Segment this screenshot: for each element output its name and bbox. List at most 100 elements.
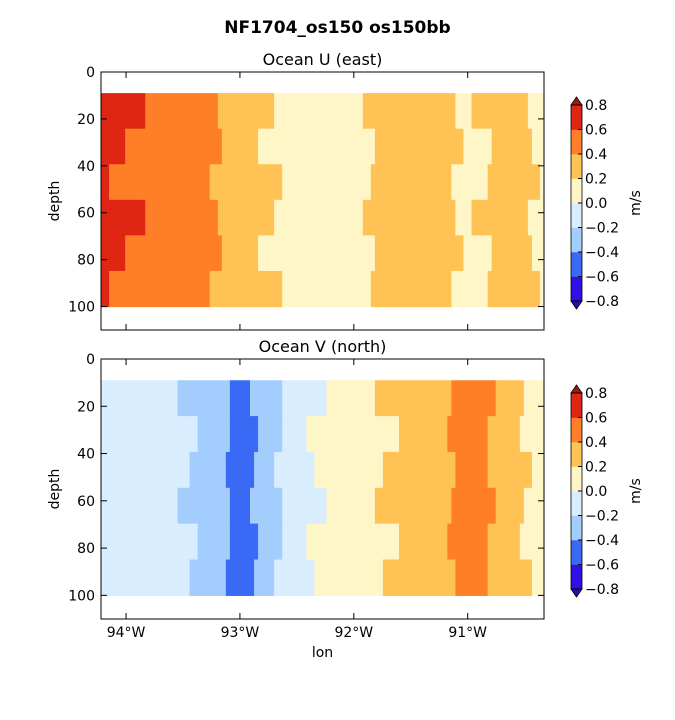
contour-cell — [443, 416, 448, 453]
y-tick-label: 60 — [77, 494, 95, 510]
contour-cell — [483, 128, 489, 165]
contour-cell — [169, 235, 175, 272]
contour-cell — [382, 487, 388, 525]
contour-cell — [503, 235, 509, 272]
contour-cell — [217, 199, 223, 236]
contour-cell — [282, 270, 287, 308]
contour-cell — [491, 270, 497, 308]
contour-cell — [479, 93, 485, 130]
contour-cell — [250, 199, 255, 236]
contour-cell — [499, 451, 505, 489]
contour-cell — [435, 164, 440, 201]
contour-cell — [141, 380, 146, 417]
contour-cell — [157, 487, 163, 525]
contour-cell — [181, 235, 187, 272]
contour-cell — [507, 235, 513, 272]
contour-cell — [362, 451, 368, 489]
contour-cell — [266, 93, 271, 130]
y-tick-label: 60 — [77, 206, 95, 222]
contour-cell — [527, 93, 533, 130]
contour-cell — [362, 128, 368, 165]
contour-cell — [439, 380, 444, 417]
colorbar-tick-label: 0.8 — [585, 386, 607, 402]
contour-cell — [374, 451, 380, 489]
contour-cell — [411, 128, 416, 165]
contour-cell — [270, 164, 275, 201]
contour-cell — [302, 523, 307, 561]
contour-cell — [245, 199, 251, 236]
contour-cell — [217, 523, 223, 561]
contour-cell — [153, 559, 158, 596]
contour-cell — [298, 451, 303, 489]
plot-frame-2 — [100, 358, 545, 620]
contour-cell — [475, 270, 481, 308]
contour-cell — [133, 487, 138, 525]
contour-cell — [531, 270, 537, 308]
contour-cell — [121, 235, 126, 272]
contour-cell — [539, 416, 545, 453]
contour-cell — [185, 416, 191, 453]
contour-cell — [475, 487, 481, 525]
contour-cell — [467, 199, 473, 236]
contour-cell — [334, 270, 340, 308]
contour-cell — [109, 128, 114, 165]
contour-cell — [394, 416, 400, 453]
contour-cell — [113, 451, 118, 489]
contour-cell — [314, 416, 320, 453]
contour-cell — [447, 93, 452, 130]
contour-cell — [314, 199, 320, 236]
contour-cell — [495, 128, 501, 165]
contour-cell — [181, 380, 187, 417]
contour-cell — [141, 93, 146, 130]
contour-cell — [338, 523, 344, 561]
contour-cell — [302, 93, 307, 130]
contour-cell — [241, 487, 247, 525]
contour-cell — [358, 451, 364, 489]
contour-cell — [298, 199, 303, 236]
contour-cell — [374, 235, 380, 272]
contour-cell — [354, 235, 360, 272]
contour-cell — [539, 559, 545, 596]
contour-cell — [427, 270, 432, 308]
contour-cell — [407, 93, 412, 130]
contour-cell — [374, 559, 380, 596]
contour-cell — [330, 487, 336, 525]
colorbar-tick-label: 0.2 — [585, 172, 607, 188]
contour-cell — [262, 380, 267, 417]
contour-cell — [149, 559, 154, 596]
contour-cell — [153, 128, 158, 165]
contour-cell — [535, 128, 541, 165]
contour-cell — [149, 235, 154, 272]
contour-cell — [310, 523, 316, 561]
contour-cell — [258, 416, 263, 453]
y-tick-label: 0 — [86, 65, 95, 81]
contour-cell — [471, 451, 477, 489]
contour-cell — [362, 270, 368, 308]
contour-cell — [439, 199, 444, 236]
contour-cell — [197, 235, 203, 272]
contour-cell — [189, 164, 195, 201]
contour-cell — [290, 523, 295, 561]
contour-cell — [370, 93, 376, 130]
contour-cell — [294, 380, 299, 417]
contour-cell — [137, 235, 142, 272]
contour-cell — [358, 559, 364, 596]
contour-cell — [531, 523, 537, 561]
contour-cell — [133, 270, 138, 308]
contour-cell — [205, 523, 211, 561]
contour-cell — [443, 199, 448, 236]
contour-cell — [318, 270, 324, 308]
contour-cell — [310, 128, 316, 165]
contour-cell — [479, 270, 485, 308]
contour-cell — [507, 199, 513, 236]
colorbar-tick-label: 0.8 — [585, 98, 607, 114]
contour-cell — [121, 128, 126, 165]
contour-cell — [217, 416, 223, 453]
contour-cell — [362, 523, 368, 561]
contour-cell — [185, 451, 191, 489]
contour-cell — [129, 270, 134, 308]
contour-cell — [463, 559, 469, 596]
colorbar-swatch — [571, 466, 582, 492]
contour-cell — [241, 128, 247, 165]
contour-cell — [237, 559, 243, 596]
